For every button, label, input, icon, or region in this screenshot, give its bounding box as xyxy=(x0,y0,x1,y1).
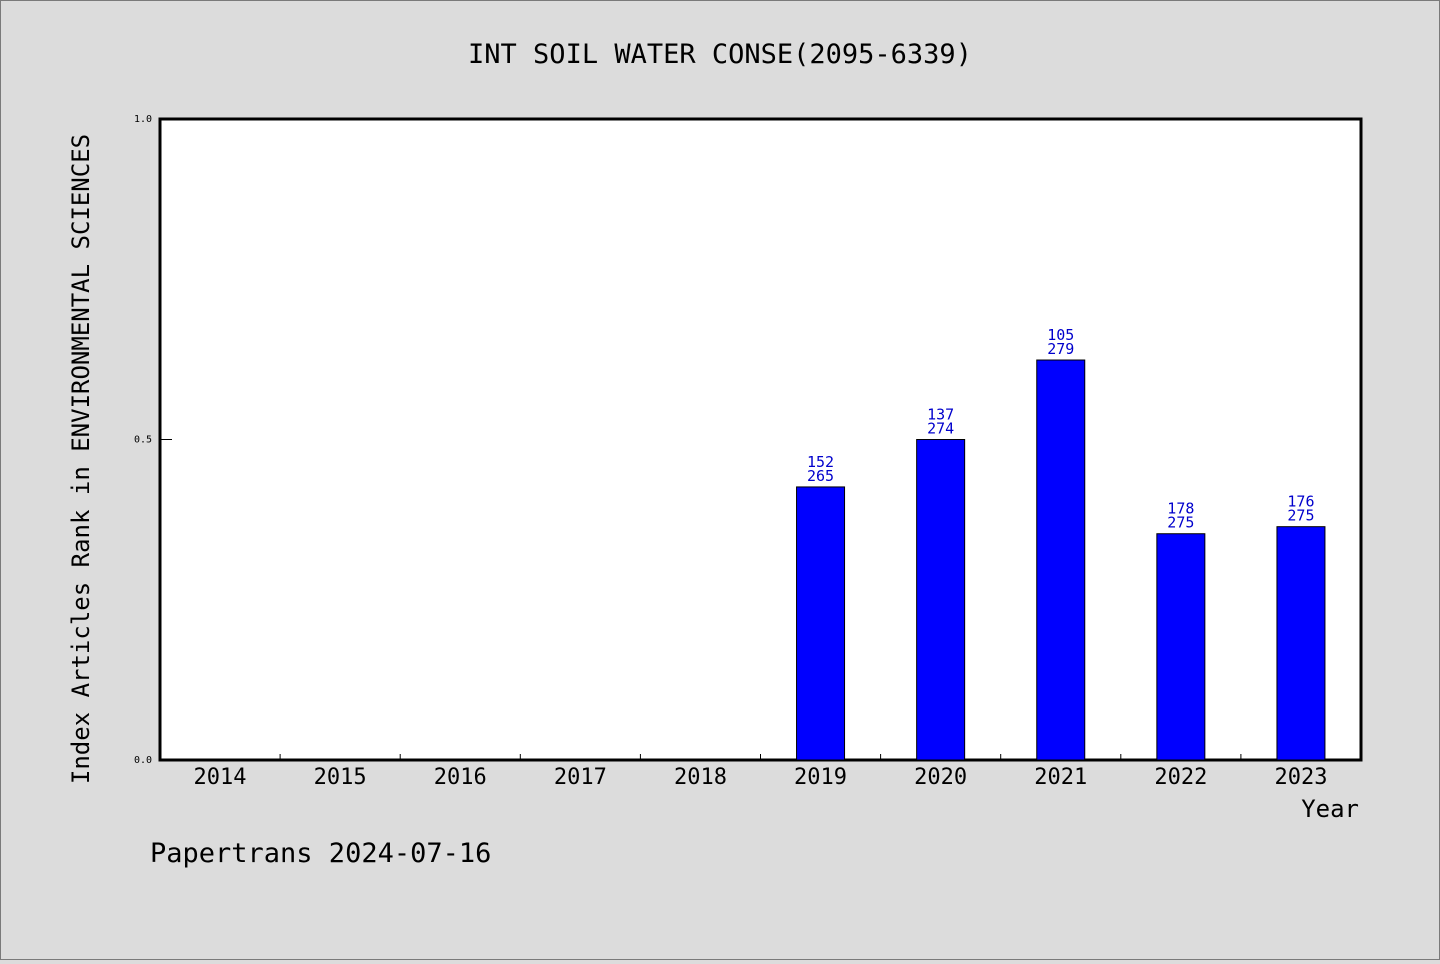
bar-rank-label: 105 xyxy=(1047,326,1074,344)
bar-2023 xyxy=(1276,526,1326,761)
bar-2020 xyxy=(916,439,966,761)
bar-total-label: 275 xyxy=(1167,514,1194,532)
bar-2022 xyxy=(1156,533,1206,761)
x-axis-ticks: 2014 2015 2016 2017 2018 2019 2020 2021 2022 2023 xyxy=(194,754,1327,790)
bars xyxy=(796,359,1326,761)
x-tick-label: 2017 xyxy=(554,765,607,790)
bar-rank-label: 178 xyxy=(1167,500,1194,518)
chart-title: INT SOIL WATER CONSE(2095-6339) xyxy=(468,39,972,70)
x-tick-label: 2020 xyxy=(914,765,967,790)
y-tick-label: 0.0 xyxy=(134,755,152,766)
y-tick-label: 1.0 xyxy=(134,114,152,125)
bar-2019 xyxy=(796,486,846,761)
x-tick-label: 2018 xyxy=(674,765,727,790)
y-axis-label: Index Articles Rank in ENVIRONMENTAL SCI… xyxy=(67,134,95,784)
x-tick-label: 2019 xyxy=(794,765,847,790)
x-tick-label: 2023 xyxy=(1274,765,1327,790)
bar-2021 xyxy=(1036,359,1086,761)
bar-total-label: 274 xyxy=(927,420,954,438)
x-tick-label: 2014 xyxy=(194,765,247,790)
bar-rank-label: 137 xyxy=(927,406,954,424)
x-tick-label: 2016 xyxy=(434,765,487,790)
bar-total-label: 275 xyxy=(1287,507,1314,525)
bar-total-label: 265 xyxy=(807,467,834,485)
bar-rank-label: 152 xyxy=(807,453,834,471)
bar-total-label: 279 xyxy=(1047,340,1074,358)
x-axis-label: Year xyxy=(1301,795,1359,823)
y-axis-ticks: 0.0 0.5 1.0 xyxy=(134,114,172,766)
bar-rank-label: 176 xyxy=(1287,493,1314,511)
x-tick-label: 2021 xyxy=(1034,765,1087,790)
x-tick-label: 2015 xyxy=(314,765,367,790)
footer-text: Papertrans 2024-07-16 xyxy=(150,838,491,869)
y-tick-label: 0.5 xyxy=(134,435,152,446)
x-tick-label: 2022 xyxy=(1154,765,1207,790)
